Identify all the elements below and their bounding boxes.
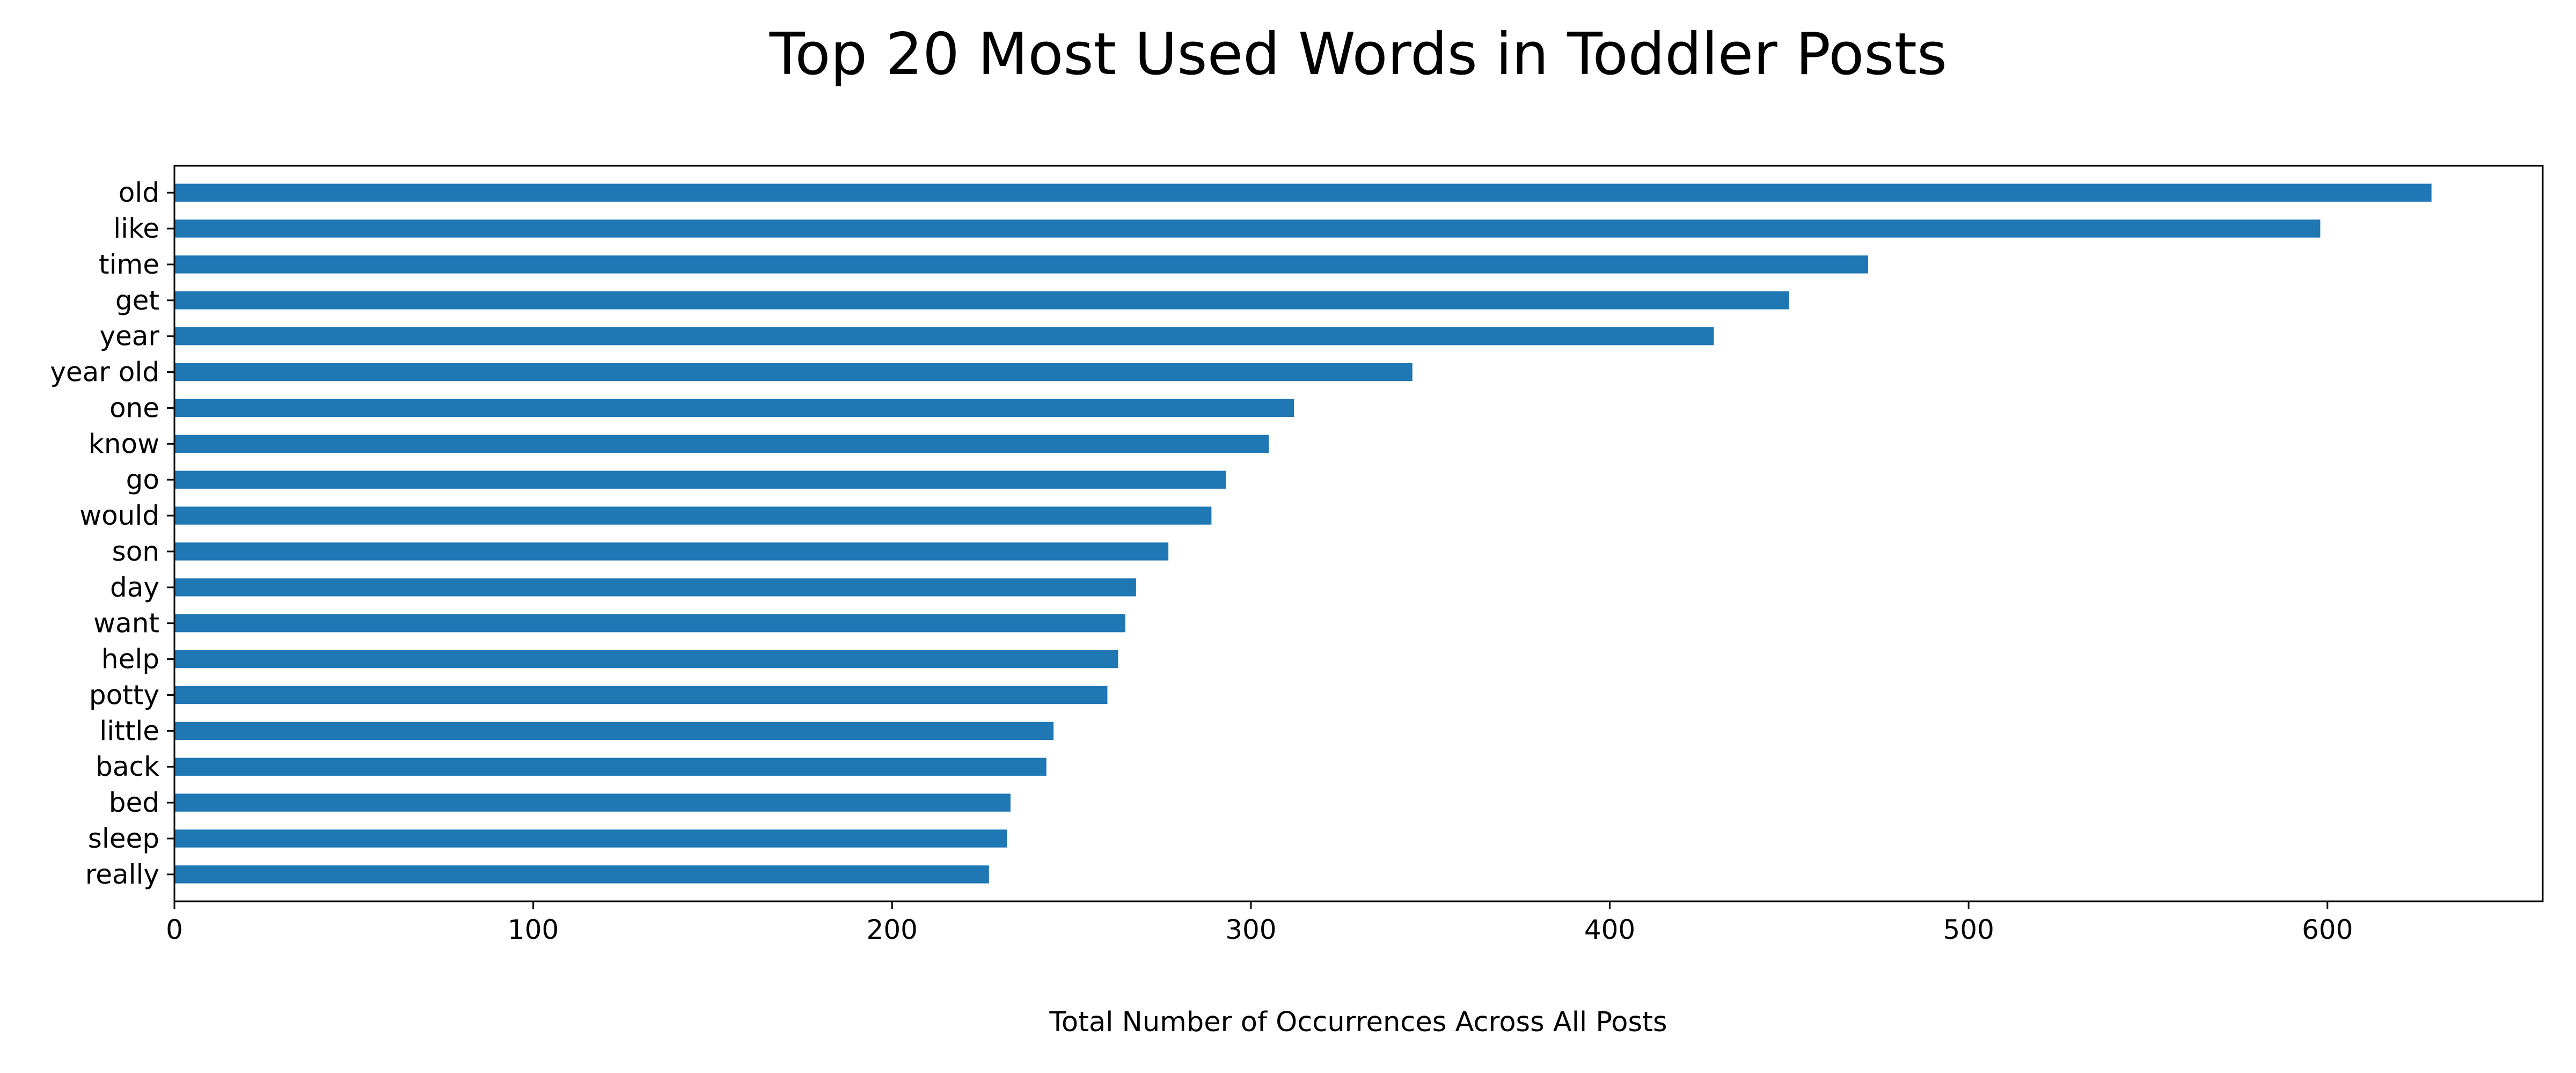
y-tick-label: day <box>110 572 159 603</box>
x-tick-label: 0 <box>166 914 183 945</box>
bar-want <box>174 614 1125 633</box>
y-tick-label: back <box>96 751 159 782</box>
y-tick-label: really <box>85 859 159 890</box>
y-tick-label: would <box>79 500 159 531</box>
bar-year <box>174 327 1714 346</box>
y-tick-label: sleep <box>88 823 159 854</box>
y-tick-label: go <box>126 464 159 495</box>
bar-back <box>174 758 1046 776</box>
axes-frame <box>173 165 2544 902</box>
bar-one <box>174 399 1294 417</box>
bar-help <box>174 650 1118 668</box>
x-tick-label: 300 <box>1225 914 1276 945</box>
bar-go <box>174 471 1226 489</box>
bar-year-old <box>174 363 1413 381</box>
chart-title: Top 20 Most Used Words in Toddler Posts <box>769 21 1947 88</box>
x-tick-label: 200 <box>867 914 918 945</box>
bar-little <box>174 722 1054 740</box>
bar-like <box>174 219 2321 238</box>
x-tick-label: 600 <box>2302 914 2353 945</box>
y-tick-label: bed <box>109 787 159 818</box>
x-tick-label: 400 <box>1584 914 1635 945</box>
bar-son <box>174 542 1169 561</box>
bar-old <box>174 183 2432 202</box>
y-tick-label: know <box>89 428 159 459</box>
plot-area: old like time get year year old one know go would… <box>50 165 2544 945</box>
bar-time <box>174 255 1868 274</box>
y-tick-label: help <box>101 644 159 675</box>
bar-potty <box>174 686 1108 704</box>
y-tick-label: little <box>99 715 159 746</box>
bar-sleep <box>174 829 1007 848</box>
bar-bed <box>174 793 1011 812</box>
x-tick-label: 500 <box>1943 914 1994 945</box>
bar-get <box>174 291 1789 310</box>
y-tick-label: want <box>93 608 159 639</box>
y-tick-label: time <box>99 249 159 280</box>
y-tick-label: like <box>113 213 159 244</box>
x-tick-label: 100 <box>508 914 559 945</box>
x-axis-label: Total Number of Occurrences Across All P… <box>1049 1006 1667 1038</box>
y-tick-label: year <box>99 321 159 352</box>
y-tick-label: get <box>115 285 159 316</box>
bar-really <box>174 865 989 884</box>
bar-know <box>174 435 1269 453</box>
bar-day <box>174 578 1136 597</box>
y-tick-label: potty <box>89 679 159 710</box>
y-tick-label: old <box>119 177 159 208</box>
y-tick-label: year old <box>50 357 159 388</box>
y-tick-label: one <box>109 392 159 423</box>
y-tick-label: son <box>112 536 159 567</box>
bar-would <box>174 506 1212 525</box>
